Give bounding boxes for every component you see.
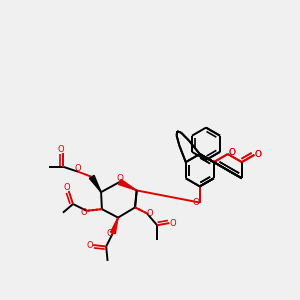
Text: O: O — [117, 174, 124, 183]
Text: O: O — [81, 208, 88, 217]
Text: O: O — [169, 219, 176, 228]
Text: O: O — [106, 229, 113, 238]
Text: O: O — [228, 148, 235, 157]
Text: O: O — [86, 241, 93, 250]
Text: O: O — [146, 209, 153, 218]
Polygon shape — [118, 179, 137, 191]
Polygon shape — [89, 176, 101, 192]
Text: O: O — [64, 183, 70, 192]
Text: O: O — [58, 145, 64, 154]
Polygon shape — [111, 218, 118, 234]
Text: O: O — [228, 148, 235, 157]
Text: O: O — [193, 198, 200, 207]
Text: O: O — [255, 150, 262, 159]
Text: O: O — [74, 164, 81, 172]
Text: O: O — [255, 150, 262, 159]
